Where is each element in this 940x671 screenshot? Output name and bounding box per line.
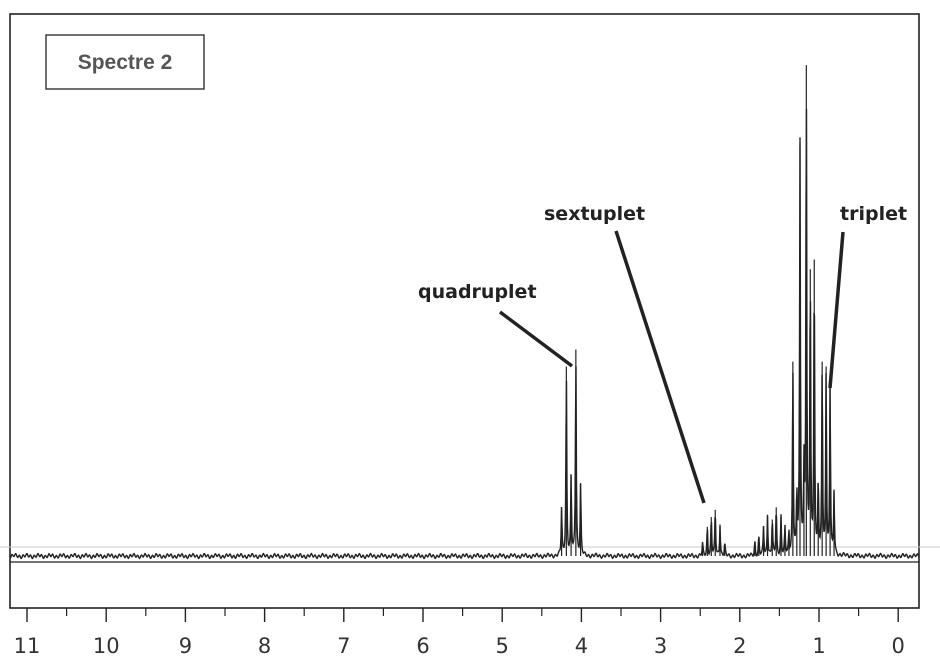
annotation-quadruplet-label: quadruplet <box>418 281 537 303</box>
x-tick-label: 7 <box>337 634 350 658</box>
x-axis: 11 10 9 8 7 6 5 4 3 2 1 0 <box>14 608 905 658</box>
x-tick-label: 0 <box>892 634 905 658</box>
x-tick-label: 9 <box>179 634 192 658</box>
annotation-triplet: triplet <box>828 203 907 389</box>
annotation-triplet-label: triplet <box>840 203 907 225</box>
x-tick-label: 2 <box>733 634 746 658</box>
chart-title: Spectre 2 <box>78 51 173 74</box>
annotation-quadruplet: quadruplet <box>418 281 574 368</box>
x-tick-label: 5 <box>496 634 509 658</box>
annotation-sextuplet: sextuplet <box>544 203 706 504</box>
x-tick-label: 6 <box>416 634 429 658</box>
title-box-border <box>45 34 205 90</box>
annotation-sextuplet-pointer <box>614 230 706 504</box>
annotation-sextuplet-label: sextuplet <box>544 203 645 225</box>
x-tick-label: 8 <box>258 634 271 658</box>
annotation-triplet-pointer <box>828 231 845 389</box>
x-tick-label: 1 <box>812 634 825 658</box>
x-tick-label: 10 <box>93 634 120 658</box>
x-tick-label: 4 <box>575 634 588 658</box>
spectrum-series <box>9 65 920 560</box>
annotation-quadruplet-pointer <box>498 310 574 368</box>
x-tick-label: 3 <box>654 634 667 658</box>
plot-frame <box>9 13 920 609</box>
x-tick-label: 11 <box>14 634 41 658</box>
title-box: Spectre 2 <box>45 34 205 90</box>
spectrum-trace <box>9 108 920 560</box>
